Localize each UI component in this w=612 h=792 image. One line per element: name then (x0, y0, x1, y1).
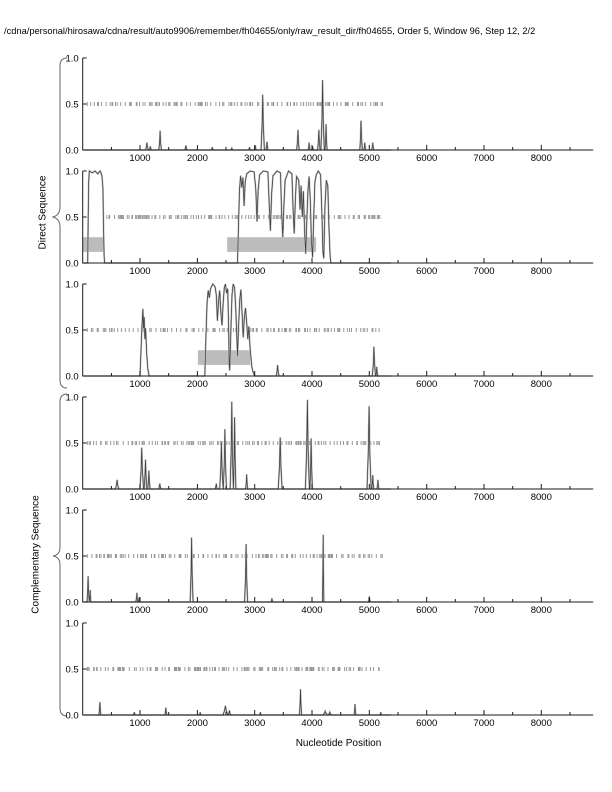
y-tick-label: 1.0 (65, 167, 78, 178)
x-tick-label: 2000 (187, 718, 208, 729)
y-tick-label: 0.5 (65, 213, 78, 224)
predicted-region-bar (227, 237, 317, 252)
y-tick-label: 0.5 (65, 439, 78, 450)
x-tick-label: 6000 (416, 718, 437, 729)
score-curve-echo (83, 80, 392, 151)
x-tick-label: 5000 (359, 492, 380, 503)
x-tick-label: 8000 (531, 379, 552, 390)
x-tick-label: 8000 (531, 718, 552, 729)
x-tick-label: 2000 (187, 153, 208, 164)
y-tick-label: 1.0 (65, 280, 78, 291)
x-tick-label: 6000 (416, 153, 437, 164)
match-marker-row (86, 441, 380, 445)
y-tick-label: 1.0 (65, 619, 78, 630)
x-tick-label: 5000 (359, 153, 380, 164)
x-tick-label: 5000 (359, 266, 380, 277)
x-tick-label: 6000 (416, 492, 437, 503)
x-axis-label: Nucleotide Position (295, 738, 382, 749)
y-tick-label: 1.0 (65, 54, 78, 65)
x-tick-label: 7000 (473, 379, 494, 390)
y-tick-label: 0.0 (65, 485, 78, 496)
x-tick-label: 4000 (301, 492, 322, 503)
y-tick-label: 0.5 (65, 100, 78, 111)
x-tick-label: 4000 (301, 153, 322, 164)
score-curve-echo (83, 534, 392, 603)
x-tick-label: 8000 (531, 605, 552, 616)
y-tick-label: 0.0 (65, 146, 78, 157)
x-tick-label: 8000 (531, 492, 552, 503)
match-marker-row (86, 554, 383, 558)
x-tick-label: 3000 (244, 492, 265, 503)
x-tick-label: 2000 (187, 492, 208, 503)
x-tick-label: 3000 (244, 153, 265, 164)
match-marker-row (86, 667, 380, 671)
x-tick-label: 1000 (129, 379, 150, 390)
match-marker-row (106, 215, 381, 219)
panel-direct-2: 0.0 0.5 1.0 1000 2000 3000 4000 5000 6000 7000 800… (65, 167, 594, 277)
x-tick-label: 7000 (473, 718, 494, 729)
score-curve (83, 399, 392, 490)
x-tick-label: 3000 (244, 379, 265, 390)
panel-complementary-2: 0.0 0.5 1.0 1000 2000 3000 4000 5000 6000 7000 800… (65, 506, 594, 616)
y-tick-label: 1.0 (65, 506, 78, 517)
panel-complementary-3: 0.0 0.5 1.0 1000 2000 3000 4000 5000 6000 7000 800… (65, 619, 594, 729)
x-tick-label: 3000 (244, 605, 265, 616)
x-tick-label: 6000 (416, 379, 437, 390)
match-marker-row (86, 102, 383, 106)
panel-axes (82, 397, 594, 490)
y-tick-label: 0.5 (65, 665, 78, 676)
x-tick-label: 6000 (416, 605, 437, 616)
x-tick-label: 7000 (473, 266, 494, 277)
x-tick-label: 1000 (129, 153, 150, 164)
x-tick-label: 3000 (244, 718, 265, 729)
x-tick-label: 7000 (473, 605, 494, 616)
score-curve (83, 689, 392, 716)
y-tick-label: 0.0 (65, 259, 78, 270)
x-tick-label: 8000 (531, 266, 552, 277)
y-tick-label: 1.0 (65, 393, 78, 404)
x-tick-label: 1000 (129, 718, 150, 729)
y-tick-label: 0.0 (65, 598, 78, 609)
y-tick-label: 0.5 (65, 326, 78, 337)
x-tick-label: 1000 (129, 266, 150, 277)
x-tick-label: 1000 (129, 605, 150, 616)
x-tick-label: 6000 (416, 266, 437, 277)
score-curve (83, 80, 392, 151)
figure-title: /cdna/personal/hirosawa/cdna/result/auto… (4, 26, 536, 36)
panel-complementary-1: 0.0 0.5 1.0 1000 2000 3000 4000 5000 6000 7000 800… (65, 393, 594, 503)
x-tick-label: 5000 (359, 718, 380, 729)
y-tick-label: 0.0 (65, 372, 78, 383)
predicted-region-bar (82, 237, 104, 252)
x-tick-label: 4000 (301, 266, 322, 277)
x-tick-label: 7000 (473, 153, 494, 164)
panel-direct-1: 0.0 0.5 1.0 1000 2000 3000 4000 5000 6000 7000 800… (65, 54, 594, 164)
score-curve (83, 170, 392, 264)
x-tick-label: 4000 (301, 718, 322, 729)
x-tick-label: 2000 (187, 605, 208, 616)
x-tick-label: 4000 (301, 379, 322, 390)
x-tick-label: 5000 (359, 379, 380, 390)
complementary-sequence-brace (52, 393, 68, 717)
score-curve (83, 534, 392, 603)
x-tick-label: 5000 (359, 605, 380, 616)
panel-direct-3: 0.0 0.5 1.0 1000 2000 3000 4000 5000 6000 7000 800… (65, 280, 594, 390)
x-tick-label: 1000 (129, 492, 150, 503)
score-curve-echo (83, 689, 392, 716)
match-marker-row (86, 328, 380, 332)
direct-sequence-brace (51, 57, 68, 389)
y-tick-label: 0.5 (65, 552, 78, 563)
x-tick-label: 8000 (531, 153, 552, 164)
x-tick-label: 2000 (187, 379, 208, 390)
x-tick-label: 3000 (244, 266, 265, 277)
x-tick-label: 4000 (301, 605, 322, 616)
x-tick-label: 2000 (187, 266, 208, 277)
x-tick-label: 7000 (473, 492, 494, 503)
y-tick-label: 0.0 (65, 711, 78, 722)
